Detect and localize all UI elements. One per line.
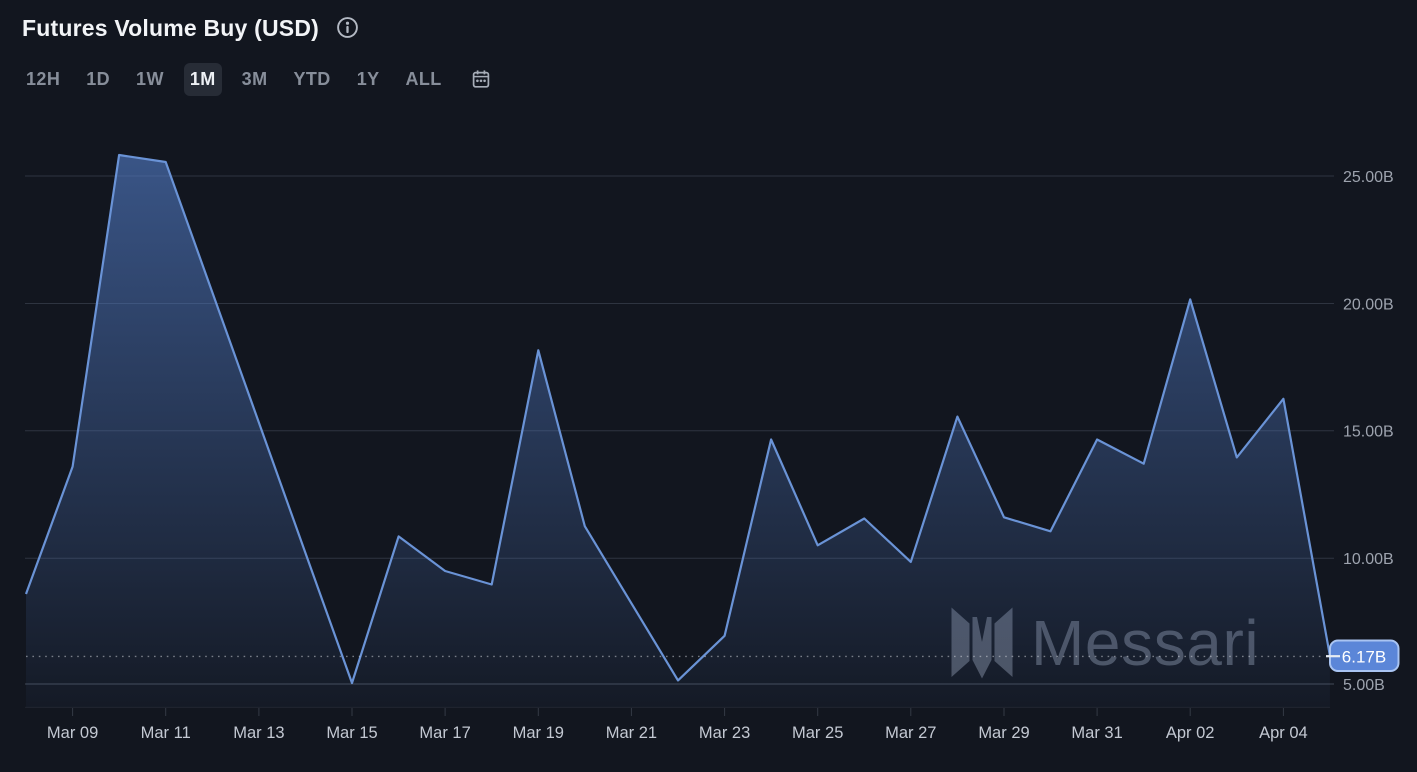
svg-text:Mar 29: Mar 29 bbox=[978, 724, 1029, 742]
svg-text:Apr 04: Apr 04 bbox=[1259, 724, 1308, 742]
svg-text:Mar 27: Mar 27 bbox=[885, 724, 936, 742]
svg-text:6.17B: 6.17B bbox=[1342, 648, 1386, 667]
svg-text:Mar 11: Mar 11 bbox=[141, 724, 191, 742]
svg-text:Mar 09: Mar 09 bbox=[47, 724, 98, 742]
svg-text:Mar 25: Mar 25 bbox=[792, 724, 843, 742]
svg-text:Mar 13: Mar 13 bbox=[233, 724, 284, 742]
svg-text:15.00B: 15.00B bbox=[1343, 424, 1394, 441]
svg-text:Mar 23: Mar 23 bbox=[699, 724, 750, 742]
svg-text:Mar 31: Mar 31 bbox=[1071, 724, 1122, 742]
svg-text:20.00B: 20.00B bbox=[1343, 296, 1394, 313]
svg-text:Apr 02: Apr 02 bbox=[1166, 724, 1215, 742]
svg-text:5.00B: 5.00B bbox=[1343, 677, 1385, 694]
svg-text:Mar 15: Mar 15 bbox=[326, 724, 377, 742]
svg-text:Mar 17: Mar 17 bbox=[419, 724, 470, 742]
svg-text:Mar 19: Mar 19 bbox=[513, 724, 564, 742]
svg-text:25.00B: 25.00B bbox=[1343, 169, 1394, 186]
svg-text:Mar 21: Mar 21 bbox=[606, 724, 657, 742]
svg-text:10.00B: 10.00B bbox=[1343, 551, 1394, 568]
